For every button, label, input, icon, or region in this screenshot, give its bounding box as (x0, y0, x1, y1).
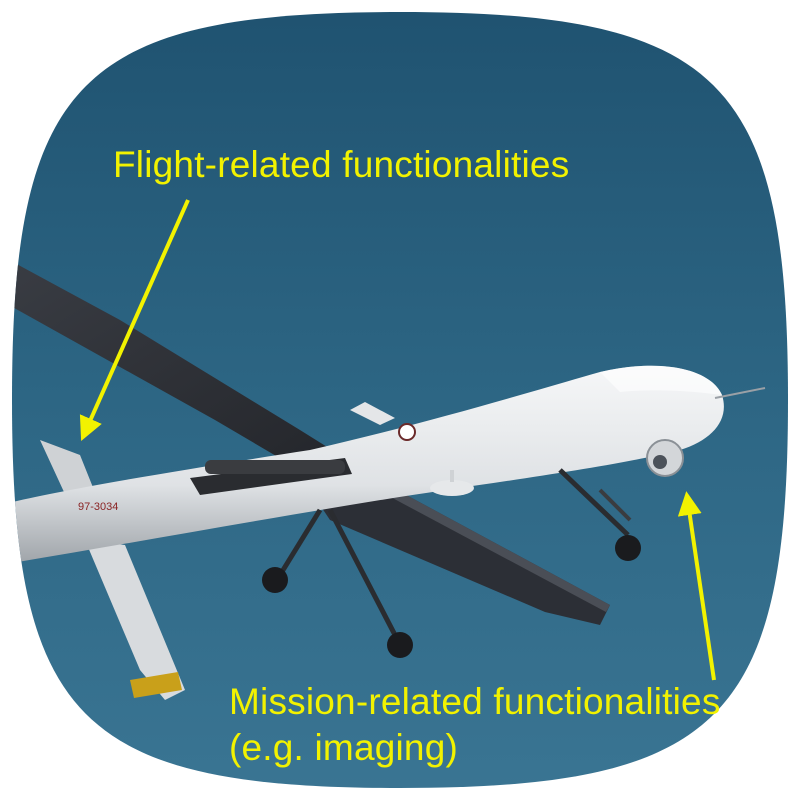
nose-gear-strut (558, 468, 630, 537)
main-gear-wheel-right (387, 632, 413, 658)
nose-gear-arm (598, 488, 632, 522)
pitot-probe (714, 387, 766, 399)
nose-shade (600, 365, 722, 395)
dorsal-antenna (350, 402, 395, 425)
sensor-lens (653, 455, 667, 469)
nose-gear-wheel (615, 535, 641, 561)
mission-functionalities-label: Mission-related functionalities (229, 681, 721, 722)
arrow-down-left-icon (79, 199, 190, 441)
ventral-pod (430, 480, 474, 496)
flight-functionalities-label: Flight-related functionalities (113, 144, 570, 185)
mission-example-label: (e.g. imaging) (229, 727, 459, 768)
main-gear-wheel-left (262, 567, 288, 593)
tail-fin-lower (85, 540, 185, 700)
tail-stripes (130, 672, 182, 698)
arrow-up-icon (677, 491, 716, 681)
main-gear-strut-b (327, 508, 398, 637)
missile (205, 460, 345, 474)
tail-marking: 97-3034 (78, 501, 118, 513)
right-wing (300, 470, 610, 625)
insignia (398, 423, 416, 441)
right-wing-edge (355, 470, 610, 612)
left-wing (12, 255, 340, 470)
fuselage (12, 365, 724, 565)
main-gear-strut-a (277, 508, 323, 577)
